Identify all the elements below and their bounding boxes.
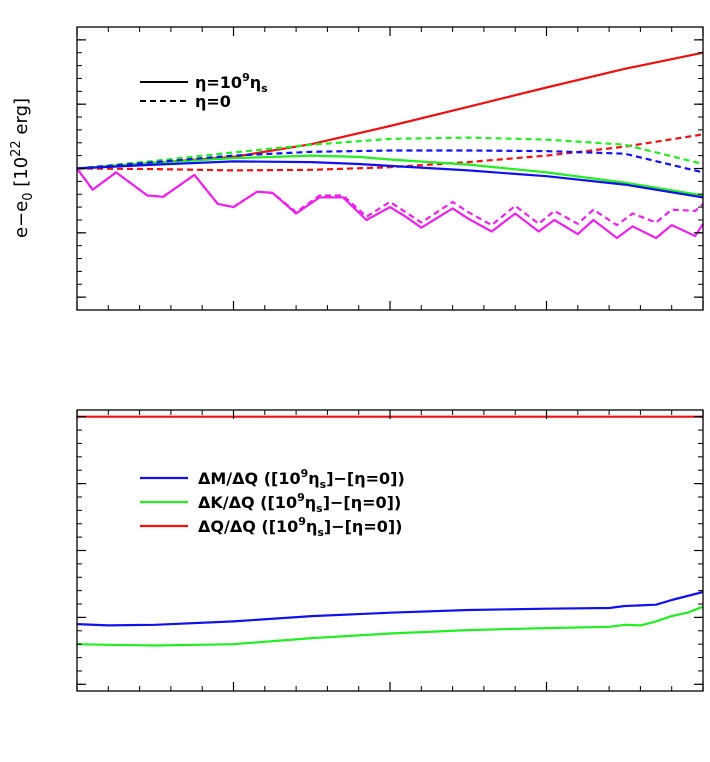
legend-text: ]−[η=0]) bbox=[324, 517, 403, 536]
series-line-7 bbox=[76, 167, 704, 227]
legend-label: ΔM/ΔQ ([109ηs]−[η=0]) bbox=[198, 467, 405, 491]
series-group bbox=[76, 51, 704, 240]
y-label-subscript: 0 bbox=[21, 193, 36, 201]
legend-superscript: 9 bbox=[297, 491, 305, 504]
plot-frame bbox=[76, 409, 704, 692]
y-label-part: [10 bbox=[11, 157, 32, 193]
legend-text: η bbox=[306, 517, 317, 536]
legend-superscript: 9 bbox=[242, 71, 250, 84]
legend-text: η=10 bbox=[195, 73, 242, 92]
y-axis-label: e−e0 [1022 erg] bbox=[9, 98, 36, 238]
legend-subscript: s bbox=[317, 526, 324, 539]
series-line-1 bbox=[76, 590, 704, 627]
panel-b: ΔM/ΔQ ([109ηs]−[η=0])ΔK/ΔQ ([109ηs]−[η=0… bbox=[76, 409, 704, 692]
series-line-1 bbox=[76, 133, 704, 172]
legend-label: ΔQ/ΔQ ([109ηs]−[η=0]) bbox=[198, 515, 402, 539]
legend-superscript: 9 bbox=[301, 467, 309, 480]
series-line-5 bbox=[76, 149, 704, 174]
legend-text: η bbox=[305, 493, 316, 512]
y-label-part: e−e bbox=[11, 201, 32, 238]
legend-subscript: s bbox=[316, 502, 323, 515]
series-line-6 bbox=[76, 167, 704, 240]
legend-label: ΔK/ΔQ ([109ηs]−[η=0]) bbox=[198, 491, 401, 515]
series-line-3 bbox=[76, 136, 704, 170]
legend-label: η=0 bbox=[195, 92, 231, 111]
legend-text: η bbox=[308, 469, 319, 488]
legend-label: η=109ηs bbox=[195, 71, 268, 95]
legend-text: η bbox=[250, 73, 261, 92]
legend-text: ΔM/ΔQ ([10 bbox=[198, 469, 301, 488]
legend: ΔM/ΔQ ([109ηs]−[η=0])ΔK/ΔQ ([109ηs]−[η=0… bbox=[140, 467, 405, 539]
legend-subscript: s bbox=[261, 82, 268, 95]
legend-text: ΔK/ΔQ ([10 bbox=[198, 493, 297, 512]
legend-text: ]−[η=0]) bbox=[326, 469, 405, 488]
legend-superscript: 9 bbox=[298, 515, 306, 528]
y-label-part: erg] bbox=[11, 98, 32, 140]
legend-text: η=0 bbox=[195, 92, 231, 111]
series-line-2 bbox=[76, 154, 704, 197]
legend-text: ]−[η=0]) bbox=[323, 493, 402, 512]
legend-subscript: s bbox=[320, 478, 327, 491]
y-label-superscript: 22 bbox=[9, 140, 24, 157]
series-line-4 bbox=[76, 160, 704, 199]
series-line-2 bbox=[76, 605, 704, 647]
legend-text: ΔQ/ΔQ ([10 bbox=[198, 517, 298, 536]
